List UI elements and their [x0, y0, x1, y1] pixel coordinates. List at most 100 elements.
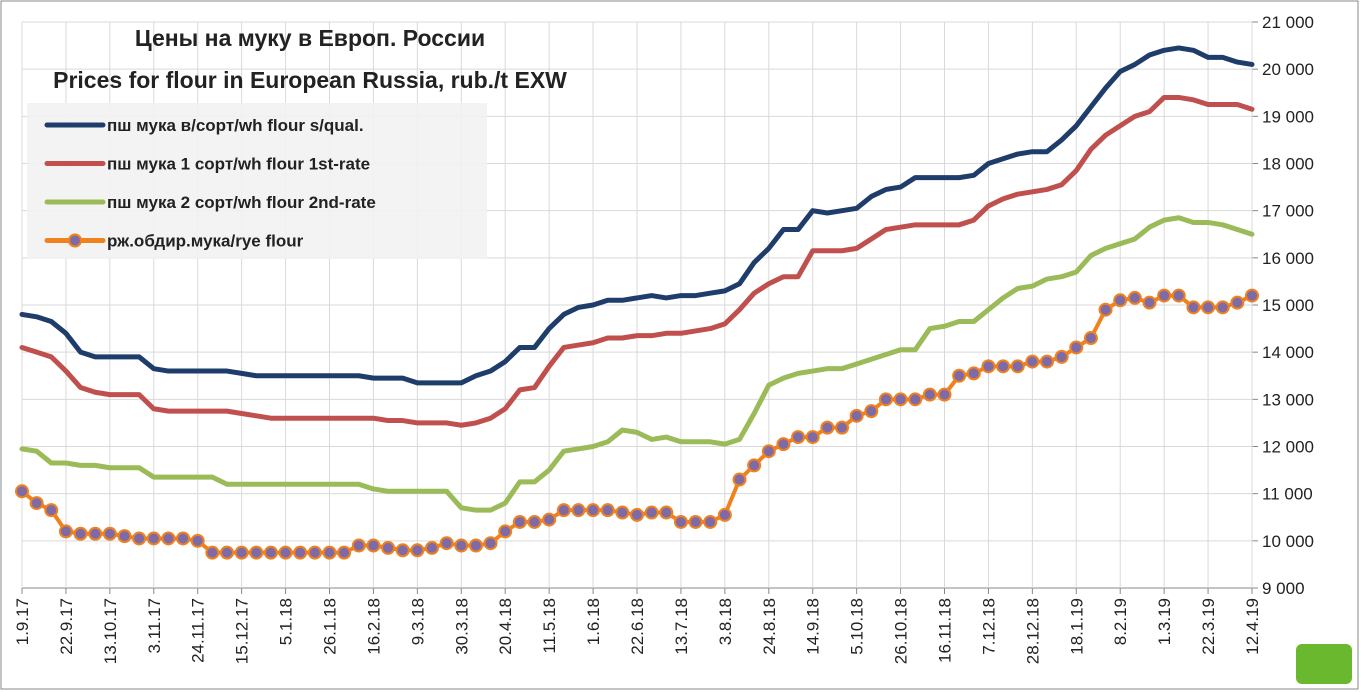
y-tick-label: 17 000: [1262, 202, 1314, 221]
marker: [761, 444, 776, 459]
chart-subtitle: Prices for flour in European Russia, rub…: [53, 67, 567, 93]
x-tick-label: 1.6.18: [584, 598, 603, 645]
logo: [1296, 644, 1352, 684]
marker: [571, 503, 586, 518]
y-tick-label: 13 000: [1262, 390, 1314, 409]
marker: [395, 543, 410, 558]
marker: [293, 545, 308, 560]
x-tick-label: 22.9.17: [57, 598, 76, 655]
marker: [351, 538, 366, 553]
series-line: [19, 94, 1255, 428]
marker: [29, 496, 44, 511]
plot: [15, 45, 1259, 560]
y-tick-label: 9 000: [1262, 579, 1305, 598]
marker: [439, 536, 454, 551]
marker: [937, 387, 952, 402]
y-tick-label: 21 000: [1262, 13, 1314, 32]
legend: пш мука в/сорт/wh flour s/qual. пш мука 1…: [44, 116, 376, 251]
marker: [512, 514, 527, 529]
marker: [58, 524, 73, 539]
x-tick-label: 13.7.18: [672, 598, 691, 655]
marker: [878, 392, 893, 407]
marker: [659, 505, 674, 520]
grid: 9 000 10 000 11 000 12 000 13 000 14 000 15 00…: [13, 13, 1314, 664]
marker: [117, 529, 132, 544]
x-tick-label: 22.6.18: [628, 598, 647, 655]
marker: [366, 538, 381, 553]
y-tick-label: 18 000: [1262, 155, 1314, 174]
x-tick-label: 28.12.18: [1023, 598, 1042, 664]
marker: [600, 503, 615, 518]
y-tick-label: 16 000: [1262, 249, 1314, 268]
marker: [1201, 300, 1216, 315]
marker: [1230, 295, 1245, 310]
legend-label: пш мука 1 сорт/wh flour 1st-rate: [107, 155, 370, 174]
marker: [498, 524, 513, 539]
marker: [1113, 293, 1128, 308]
marker: [1171, 288, 1186, 303]
marker: [908, 392, 923, 407]
x-tick-label: 15.12.17: [233, 598, 252, 664]
marker: [556, 503, 571, 518]
x-tick-label: 12.4.19: [1243, 598, 1262, 655]
marker: [542, 512, 557, 527]
marker: [190, 533, 205, 548]
marker: [88, 526, 103, 541]
marker: [220, 545, 234, 560]
marker: [996, 359, 1011, 374]
marker: [688, 514, 703, 529]
x-tick-label: 30.3.18: [452, 598, 471, 655]
marker: [234, 545, 249, 560]
x-tick-label: 11.5.18: [540, 598, 559, 653]
y-tick-label: 12 000: [1262, 438, 1314, 457]
x-tick-label: 8.2.19: [1111, 598, 1130, 645]
marker: [249, 545, 264, 560]
marker: [644, 505, 659, 520]
y-tick-label: 19 000: [1262, 107, 1314, 126]
marker: [630, 507, 644, 522]
marker: [1127, 290, 1142, 305]
marker: [15, 484, 29, 499]
marker: [1040, 354, 1054, 369]
marker: [263, 545, 278, 560]
x-tick-label: 1.3.19: [1155, 598, 1174, 645]
marker: [1098, 302, 1113, 317]
x-tick-label: 13.10.17: [101, 598, 120, 664]
x-tick-label: 1.9.17: [13, 598, 32, 645]
marker: [893, 392, 908, 407]
marker: [1157, 288, 1172, 303]
legend-label: пш мука 2 сорт/wh flour 2nd-rate: [107, 193, 376, 212]
marker: [44, 503, 59, 518]
marker: [1054, 349, 1069, 364]
y-tick-label: 10 000: [1262, 532, 1314, 551]
marker: [805, 430, 820, 445]
chart-title: Цены на муку в Европ. России: [135, 25, 485, 51]
marker: [952, 368, 967, 383]
marker: [966, 366, 981, 381]
marker: [1069, 340, 1084, 355]
x-tick-label: 24.11.17: [189, 598, 208, 663]
marker: [673, 514, 688, 529]
marker: [776, 437, 791, 452]
marker: [337, 545, 352, 560]
legend-box: [27, 103, 487, 259]
x-tick-label: 26.10.18: [892, 598, 911, 664]
marker: [1025, 354, 1040, 369]
legend-marker: [68, 233, 82, 248]
marker: [205, 545, 220, 560]
marker: [1083, 331, 1098, 346]
marker: [176, 531, 191, 546]
x-tick-label: 5.1.18: [277, 598, 296, 645]
marker: [322, 545, 337, 560]
marker: [483, 536, 498, 551]
marker: [864, 404, 879, 419]
marker: [981, 359, 996, 374]
marker: [703, 514, 718, 529]
marker: [717, 507, 732, 522]
marker: [454, 538, 469, 553]
y-tick-label: 15 000: [1262, 296, 1314, 315]
x-tick-label: 7.12.18: [979, 598, 998, 655]
series-line: [19, 215, 1255, 513]
x-tick-label: 5.10.18: [848, 598, 867, 655]
